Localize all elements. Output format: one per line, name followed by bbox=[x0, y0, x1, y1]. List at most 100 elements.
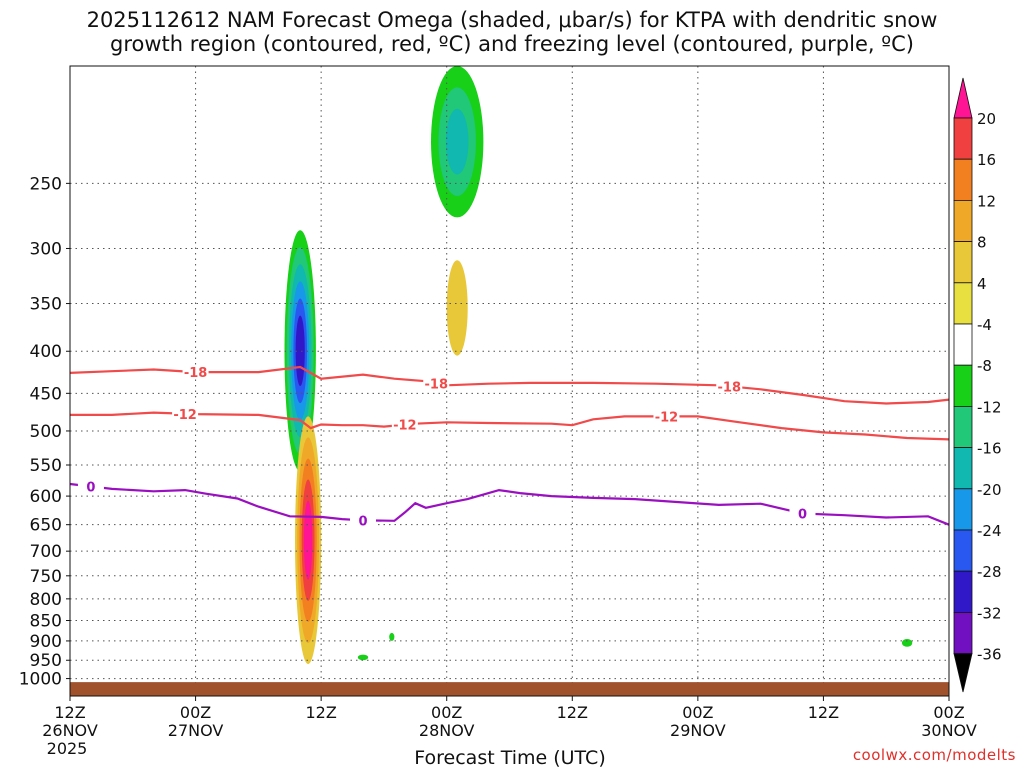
contour--12-line bbox=[70, 411, 950, 441]
contour--12-label-1: -12 bbox=[173, 408, 197, 423]
colorbar-segment-2 bbox=[953, 158, 973, 201]
x-tick-label-time-60: 00Z bbox=[682, 703, 713, 722]
y-tick-label-700: 700 bbox=[30, 542, 62, 562]
colorbar-label-14: -36 bbox=[977, 646, 1002, 664]
omega-shading-layer bbox=[284, 66, 913, 664]
contour--18-line bbox=[69, 365, 950, 405]
contour--18-label-bg-2 bbox=[423, 376, 450, 391]
x-tick-label-date-12: 27NOV bbox=[168, 721, 224, 740]
y-tick-label-400: 400 bbox=[30, 342, 62, 362]
y-tick-label-750: 750 bbox=[30, 567, 62, 587]
y-tick-label-900: 900 bbox=[30, 632, 62, 652]
y-tick-label-450: 450 bbox=[30, 384, 62, 404]
colorbar-label-11: -24 bbox=[977, 522, 1002, 540]
colorbar-segment-9 bbox=[953, 447, 973, 490]
colorbar-segment-12 bbox=[953, 570, 973, 613]
contour--18-label-1: -18 bbox=[184, 366, 208, 381]
contour--12-label-2: -12 bbox=[393, 419, 417, 434]
omega-shade-feature-3-band-1 bbox=[446, 260, 468, 356]
axes-layer: 2503003504004505005506006507007508008509… bbox=[19, 65, 977, 768]
site-credit: coolwx.com/modelts bbox=[852, 746, 1016, 764]
chart-title: 2025112612 NAM Forecast Omega (shaded, μ… bbox=[0, 8, 1024, 56]
contour-0-label-1: 0 bbox=[86, 480, 95, 495]
x-tick-label-time-0: 12Z bbox=[54, 703, 85, 722]
y-tick-label-550: 550 bbox=[30, 456, 62, 476]
grid-layer bbox=[70, 66, 949, 696]
colorbar-segment-8 bbox=[953, 405, 973, 448]
colorbar-segment-11 bbox=[953, 529, 973, 572]
colorbar-label-5: 4 bbox=[977, 275, 987, 293]
colorbar-label-2: 16 bbox=[977, 151, 996, 169]
y-tick-label-650: 650 bbox=[30, 516, 62, 536]
x-tick-label-time-48: 12Z bbox=[557, 703, 588, 722]
colorbar-segment-5 bbox=[953, 282, 973, 325]
x-tick-label-time-36: 00Z bbox=[431, 703, 462, 722]
y-tick-label-250: 250 bbox=[30, 174, 62, 194]
colorbar-label-1: 20 bbox=[977, 110, 996, 128]
colorbar-label-8: -12 bbox=[977, 398, 1002, 416]
omega-shade-feature-5-band-1 bbox=[357, 654, 369, 661]
y-tick-label-850: 850 bbox=[30, 612, 62, 632]
x-tick-label-time-84: 00Z bbox=[933, 703, 964, 722]
colorbar-segment-1 bbox=[953, 117, 973, 160]
contour-0-label-2: 0 bbox=[358, 514, 367, 529]
omega-shade-feature-7-band-1 bbox=[901, 639, 913, 647]
contour-0-label-3: 0 bbox=[798, 508, 807, 523]
contour--18-label-3: -18 bbox=[718, 380, 742, 395]
y-tick-label-300: 300 bbox=[30, 239, 62, 259]
omega-shade-feature-4-band-5 bbox=[303, 500, 313, 580]
contour--12-label-bg-3 bbox=[653, 409, 680, 424]
colorbar-label-6: -4 bbox=[977, 316, 992, 334]
contour-0-label-bg-3 bbox=[789, 506, 816, 521]
colorbar-bottom-arrow bbox=[953, 653, 973, 693]
colorbar: 20 16 12 8 4 -4 -8 -12 -16 -20 -24 -28 -32 -36 bbox=[953, 77, 1002, 693]
chart-title-line1: 2025112612 NAM Forecast Omega (shaded, μ… bbox=[86, 8, 938, 32]
x-axis-title: Forecast Time (UTC) bbox=[414, 747, 605, 768]
surface-terrain bbox=[70, 682, 949, 696]
omega-shade-feature-6-band-1 bbox=[389, 632, 395, 641]
contour--12-label-bg-2 bbox=[391, 417, 418, 432]
y-tick-label-800: 800 bbox=[30, 590, 62, 610]
y-tick-label-600: 600 bbox=[30, 487, 62, 507]
contour--12-label-bg-1 bbox=[172, 406, 199, 421]
contour--12-label-3: -12 bbox=[655, 410, 679, 425]
contour--18-label-2: -18 bbox=[425, 377, 449, 392]
y-tick-label-950: 950 bbox=[30, 651, 62, 671]
x-tick-label-date-0: 26NOV bbox=[42, 721, 98, 740]
surface-terrain-layer bbox=[70, 682, 949, 696]
x-tick-label-time-24: 12Z bbox=[305, 703, 336, 722]
colorbar-label-12: -28 bbox=[977, 563, 1002, 581]
colorbar-segment-7 bbox=[953, 364, 973, 407]
x-tick-label-year-0: 2025 bbox=[47, 739, 88, 758]
x-tick-label-date-84: 30NOV bbox=[921, 721, 977, 740]
plot-frame bbox=[69, 65, 950, 697]
x-tick-label-time-72: 12Z bbox=[808, 703, 839, 722]
x-tick-label-date-60: 29NOV bbox=[670, 721, 726, 740]
contour--18-label-bg-3 bbox=[716, 379, 743, 394]
contour-layer: -18 -18 -18 -12 -12 -12 0 0 0 bbox=[69, 365, 950, 529]
x-tick-label-date-36: 28NOV bbox=[419, 721, 475, 740]
chart-title-line2: growth region (contoured, red, ºC) and f… bbox=[110, 32, 914, 56]
y-tick-label-1000: 1000 bbox=[19, 670, 62, 690]
colorbar-label-13: -32 bbox=[977, 604, 1002, 622]
colorbar-label-9: -16 bbox=[977, 440, 1002, 458]
colorbar-top-arrow bbox=[953, 77, 973, 119]
colorbar-label-7: -8 bbox=[977, 357, 992, 375]
contour-0-line bbox=[69, 482, 950, 526]
colorbar-label-10: -20 bbox=[977, 481, 1002, 499]
y-tick-label-500: 500 bbox=[30, 422, 62, 442]
colorbar-segment-10 bbox=[953, 488, 973, 531]
colorbar-segment-6 bbox=[953, 323, 973, 366]
contour-0-label-bg-2 bbox=[350, 513, 376, 528]
colorbar-segment-3 bbox=[953, 199, 973, 242]
contour--18-label-bg-1 bbox=[182, 365, 209, 380]
contour-0-label-bg-1 bbox=[77, 479, 104, 494]
colorbar-label-3: 12 bbox=[977, 192, 996, 210]
x-tick-label-time-12: 00Z bbox=[180, 703, 211, 722]
colorbar-segment-13 bbox=[953, 612, 973, 655]
colorbar-segment-4 bbox=[953, 241, 973, 284]
omega-shade-feature-2-band-3 bbox=[445, 108, 469, 175]
y-tick-label-350: 350 bbox=[30, 295, 62, 315]
colorbar-label-4: 8 bbox=[977, 234, 987, 252]
